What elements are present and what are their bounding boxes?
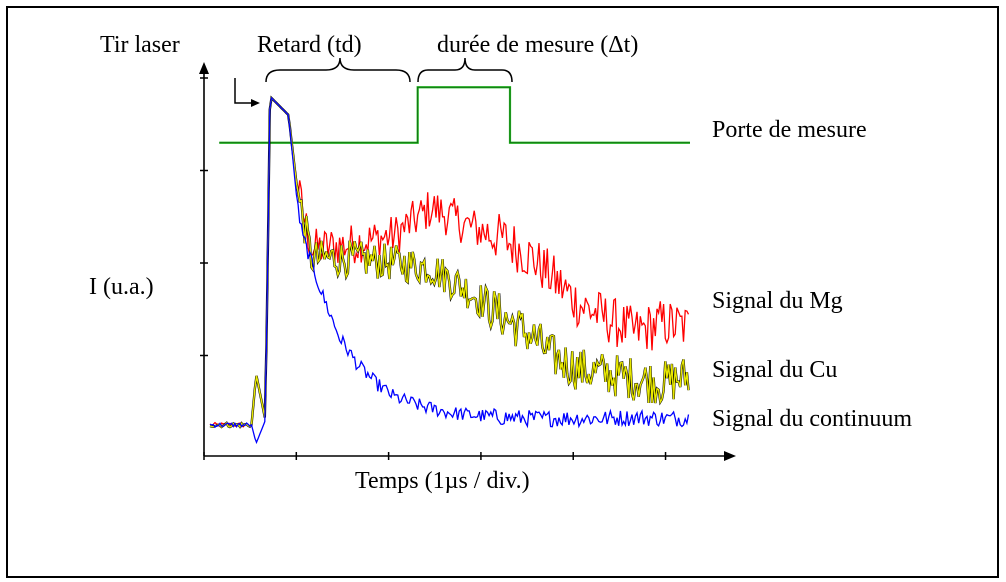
series-line-cu — [209, 96, 690, 428]
delay-brace — [265, 57, 411, 83]
mg-signal-label: Signal du Mg — [712, 288, 843, 314]
x-axis-arrowhead — [724, 451, 736, 461]
laser-shot-arrow — [234, 78, 254, 104]
x-axis-ticks — [203, 452, 667, 460]
y-axis-ticks — [200, 77, 208, 357]
duration-brace — [417, 57, 513, 83]
continuum-signal-label: Signal du continuum — [712, 406, 912, 432]
x-axis-label: Temps (1µs / div.) — [355, 468, 530, 494]
signal-series — [209, 95, 690, 445]
laser-shot-label: Tir laser — [100, 32, 180, 58]
figure-frame — [6, 6, 999, 578]
measure-duration-label: durée de mesure (Δt) — [437, 32, 638, 58]
y-axis-label: I (u.a.) — [89, 274, 154, 300]
delay-label: Retard (td) — [257, 32, 362, 58]
laser-shot-arrowhead — [251, 99, 260, 107]
series-line-continuum — [209, 96, 690, 445]
cu-signal-label: Signal du Cu — [712, 357, 837, 383]
gate-label: Porte de mesure — [712, 117, 867, 143]
measurement-gate-line-shadow — [219, 86, 690, 144]
y-axis-arrowhead — [199, 62, 209, 74]
